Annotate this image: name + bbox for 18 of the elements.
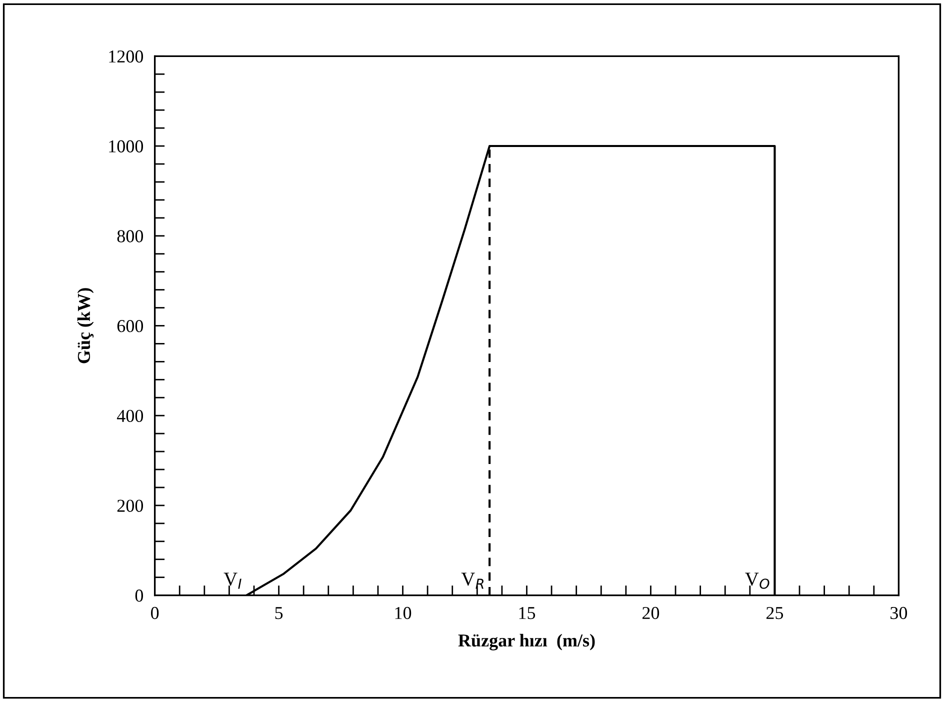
x-tick-label: 5 <box>275 607 283 620</box>
y-tick-label: 0 <box>135 590 144 602</box>
y-tick-label: 1000 <box>109 140 144 152</box>
x-tick-label: 30 <box>890 606 908 620</box>
x-tick-label: 25 <box>766 606 784 620</box>
x-axis-title: Rüzgar hızı (m/s) <box>458 634 595 650</box>
x-tick-label: 15 <box>519 607 536 620</box>
x-tick-label: 20 <box>642 606 660 620</box>
y-axis-title: Güç (kW) <box>77 288 94 364</box>
y-tick-label: 800 <box>117 230 144 242</box>
x-tick-label: 0 <box>150 606 159 620</box>
annotation: V$_{I}$ <box>224 572 242 589</box>
x-tick-label: 10 <box>395 606 412 620</box>
y-tick-label: 200 <box>117 500 144 512</box>
y-tick-label: 400 <box>116 410 144 422</box>
annotation: V$_{O}$ <box>745 572 770 589</box>
y-tick-label: 1200 <box>109 50 144 63</box>
y-tick-label: 600 <box>117 320 144 332</box>
